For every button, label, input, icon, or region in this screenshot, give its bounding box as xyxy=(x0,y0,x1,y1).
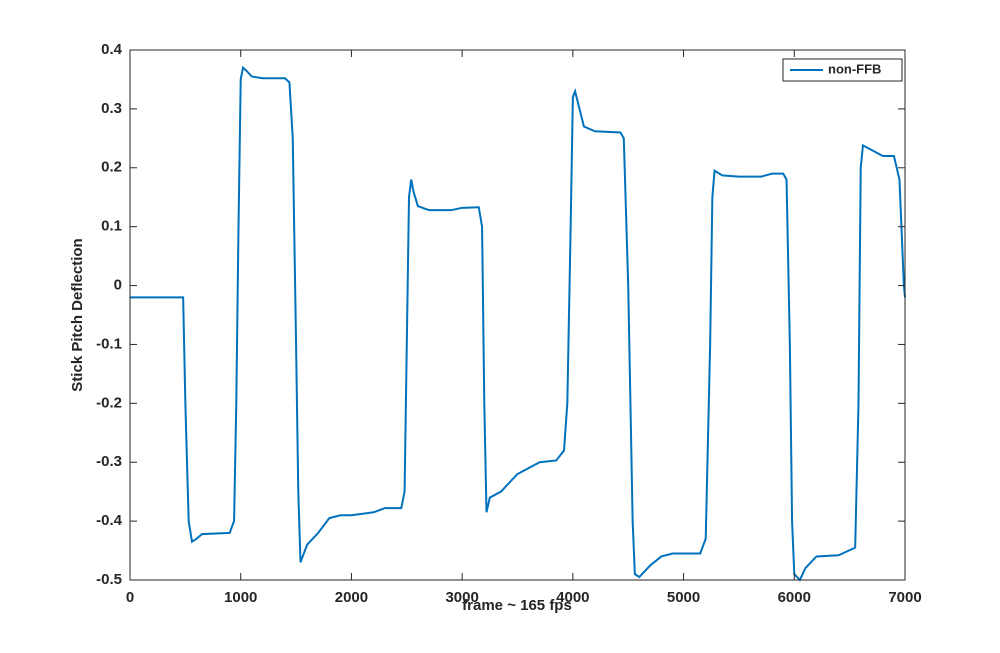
y-tick-label: 0.4 xyxy=(101,41,123,58)
x-tick-label: 0 xyxy=(126,589,134,606)
x-tick-label: 3000 xyxy=(445,589,478,606)
legend-box xyxy=(782,58,903,82)
x-tick-label: 5000 xyxy=(667,589,700,606)
y-tick-label: -0.2 xyxy=(96,394,122,411)
x-axis-label: frame ~ 165 fps xyxy=(462,597,572,614)
y-tick-label: -0.1 xyxy=(96,335,122,352)
axes-box xyxy=(129,49,906,581)
y-tick-label: -0.3 xyxy=(96,453,122,470)
legend-label: non-FFB xyxy=(828,61,881,76)
y-tick-label: -0.4 xyxy=(96,512,123,529)
x-tick-label: 2000 xyxy=(335,589,368,606)
y-tick-label: 0.1 xyxy=(101,218,122,235)
y-tick-label: -0.5 xyxy=(96,571,122,588)
y-tick-label: 0 xyxy=(114,277,122,294)
x-tick-label: 7000 xyxy=(888,589,921,606)
x-tick-label: 6000 xyxy=(778,589,811,606)
x-tick-label: 4000 xyxy=(556,589,589,606)
x-tick-label: 1000 xyxy=(224,589,257,606)
y-tick-label: 0.2 xyxy=(101,159,122,176)
data-line xyxy=(130,65,906,582)
y-axis-label: Stick Pitch Deflection xyxy=(69,238,86,391)
y-tick-label: 0.3 xyxy=(101,100,122,117)
